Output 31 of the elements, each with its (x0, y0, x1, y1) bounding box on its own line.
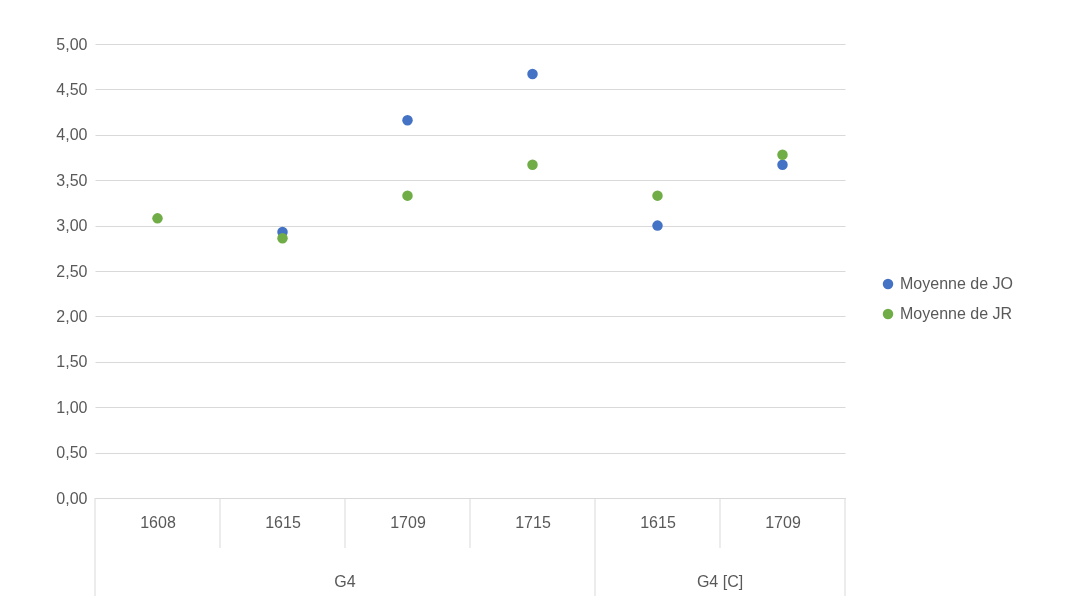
legend-label: Moyenne de JO (900, 275, 1013, 292)
point (277, 233, 288, 244)
x-tick-label: 1615 (265, 513, 301, 531)
y-tick-label: 3,50 (56, 171, 88, 189)
point (527, 159, 538, 170)
legend-label: Moyenne de JR (900, 305, 1013, 322)
point (402, 115, 413, 126)
point (152, 213, 163, 224)
y-tick-label: 1,00 (56, 398, 88, 416)
y-tick-label: 4,50 (56, 80, 88, 98)
y-tick-label: 2,00 (56, 307, 88, 325)
text: G4 [C] (696, 573, 744, 591)
point (402, 190, 413, 201)
x-tick-label: 1709 (390, 513, 426, 531)
y-tick-label: 3,00 (56, 217, 88, 235)
point (777, 149, 788, 161)
y-tick-label: 5,00 (56, 35, 88, 53)
y-tick-label: 0,50 (56, 444, 88, 462)
text: G4 (334, 573, 356, 591)
y-tick-label: 4,00 (56, 126, 88, 144)
point (527, 68, 538, 80)
x-tick-label: 1715 (515, 513, 551, 531)
x-tick-label: 1709 (765, 513, 801, 531)
point (652, 190, 663, 201)
y-tick-label: 1,50 (56, 353, 88, 371)
x-tick-label: 1615 (640, 513, 676, 531)
y-tick-label: 2,50 (56, 262, 88, 280)
y-tick-label: 0,00 (56, 489, 88, 507)
point (777, 159, 788, 170)
point (652, 220, 663, 231)
x-tick-label: 1608 (140, 513, 176, 531)
